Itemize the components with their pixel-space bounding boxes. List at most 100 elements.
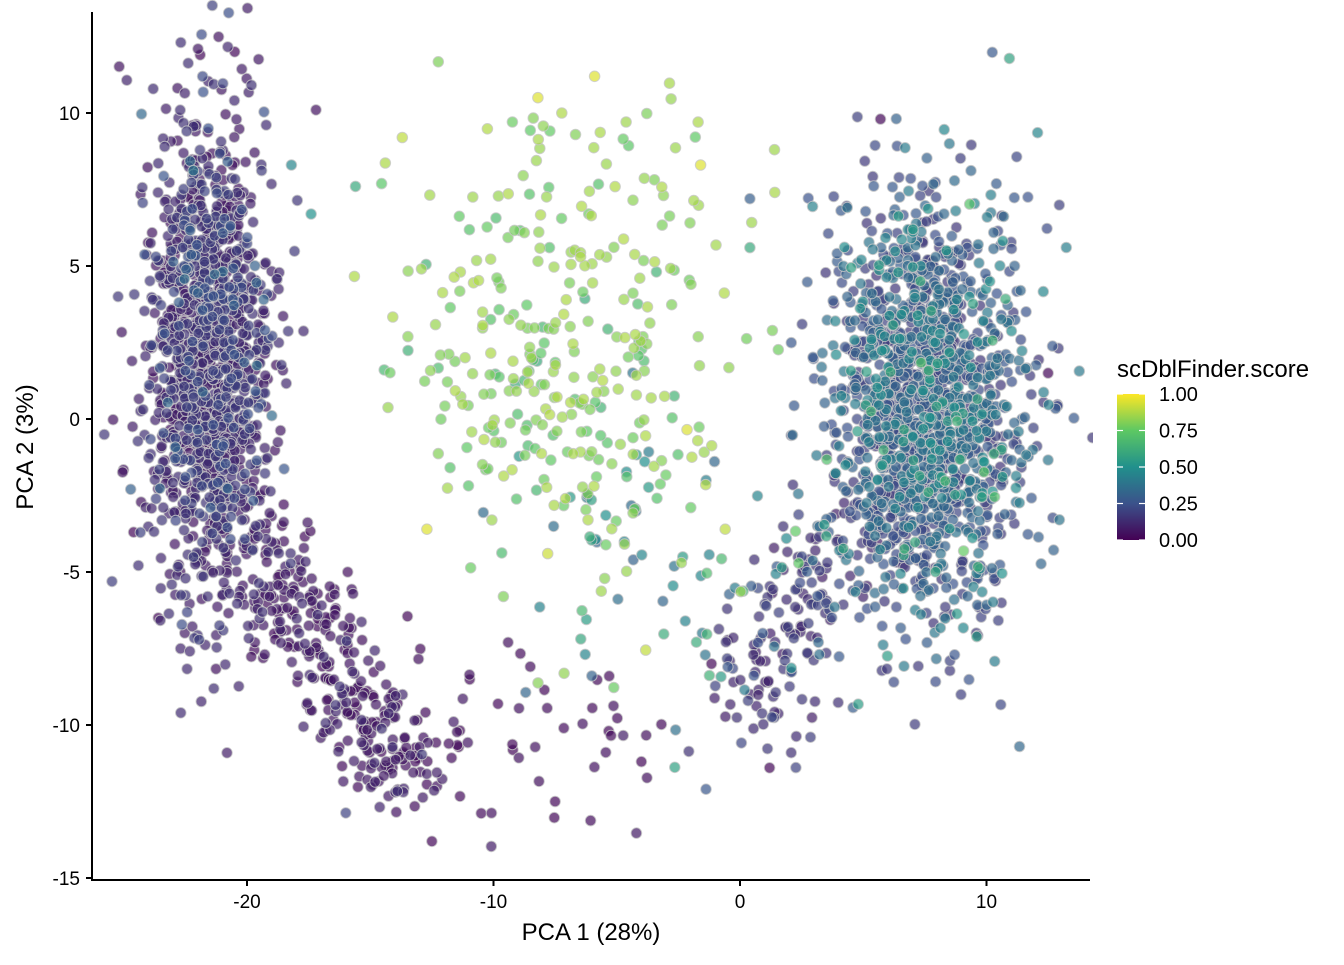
data-point (893, 191, 906, 203)
data-point (191, 375, 204, 388)
data-point (564, 396, 577, 409)
data-point (938, 123, 951, 136)
legend-tick-label: 0.00 (1159, 530, 1198, 552)
data-point (463, 223, 476, 236)
data-point (827, 295, 839, 307)
data-point (923, 584, 935, 596)
data-point (849, 586, 862, 598)
data-point (510, 385, 523, 397)
data-point (340, 635, 353, 647)
data-point (651, 492, 663, 505)
data-point (776, 561, 788, 574)
data-point (556, 107, 568, 119)
data-point (342, 734, 354, 747)
data-point (978, 456, 990, 468)
data-point (228, 492, 241, 505)
data-point (792, 508, 805, 521)
data-point (535, 447, 548, 460)
data-point (722, 661, 734, 673)
data-point (153, 463, 166, 476)
data-point (444, 461, 456, 474)
data-point (766, 711, 778, 723)
data-point (829, 315, 842, 327)
data-point (180, 125, 193, 137)
data-point (988, 448, 1000, 460)
data-point (549, 359, 562, 371)
data-point (899, 633, 912, 645)
data-point (284, 557, 297, 570)
data-point (184, 155, 196, 167)
data-point (768, 143, 781, 156)
data-point (991, 528, 1004, 540)
data-point (210, 171, 223, 184)
data-point (373, 801, 386, 813)
data-point (656, 181, 668, 193)
data-point (970, 425, 983, 437)
data-point (537, 120, 550, 132)
data-point (477, 319, 489, 332)
data-point (734, 674, 747, 686)
data-point (513, 702, 525, 715)
data-point (991, 287, 1003, 300)
data-point (955, 688, 967, 701)
data-point (964, 474, 976, 487)
data-point (820, 530, 833, 542)
data-point (708, 692, 721, 704)
data-point (865, 333, 878, 346)
data-point (596, 374, 609, 387)
data-point (299, 638, 311, 650)
data-point (356, 690, 369, 702)
data-point (576, 718, 589, 730)
data-point (584, 403, 596, 416)
data-point (939, 313, 951, 326)
data-point (217, 227, 229, 239)
data-point (915, 608, 927, 621)
data-point (133, 393, 145, 405)
data-point (705, 658, 718, 670)
data-point (963, 496, 975, 509)
y-axis-title: PCA 2 (3%) (12, 384, 39, 509)
data-point (809, 695, 821, 708)
data-point (875, 497, 888, 510)
data-point (922, 202, 934, 215)
data-point (198, 255, 211, 268)
data-point (835, 405, 847, 417)
data-point (921, 152, 933, 164)
data-point (867, 170, 879, 183)
data-point (575, 633, 587, 645)
data-point (445, 752, 458, 764)
data-point (957, 545, 970, 557)
data-point (1025, 492, 1038, 504)
data-point (533, 775, 545, 788)
data-point (880, 271, 893, 284)
data-point (963, 349, 975, 362)
data-point (408, 800, 421, 813)
data-point (212, 31, 225, 43)
data-point (586, 670, 598, 682)
data-point (930, 191, 942, 203)
data-point (577, 286, 589, 298)
data-point (944, 664, 956, 677)
data-point (917, 384, 929, 397)
data-point (266, 409, 278, 422)
data-point (780, 593, 793, 606)
data-point (665, 93, 677, 105)
data-point (951, 293, 963, 306)
data-point (912, 370, 924, 383)
data-point (991, 352, 1004, 365)
data-point (947, 276, 959, 288)
data-point (887, 530, 900, 542)
data-point (844, 570, 857, 582)
data-point (311, 608, 324, 621)
data-point (389, 690, 402, 702)
data-point (290, 612, 303, 625)
data-point (288, 245, 301, 257)
data-point (688, 194, 700, 207)
legend-tick-label: 0.25 (1159, 494, 1198, 516)
data-point (752, 689, 765, 701)
data-point (532, 255, 544, 268)
data-point (752, 636, 764, 649)
data-point (709, 680, 722, 692)
data-point (211, 601, 224, 613)
data-point (618, 293, 630, 306)
